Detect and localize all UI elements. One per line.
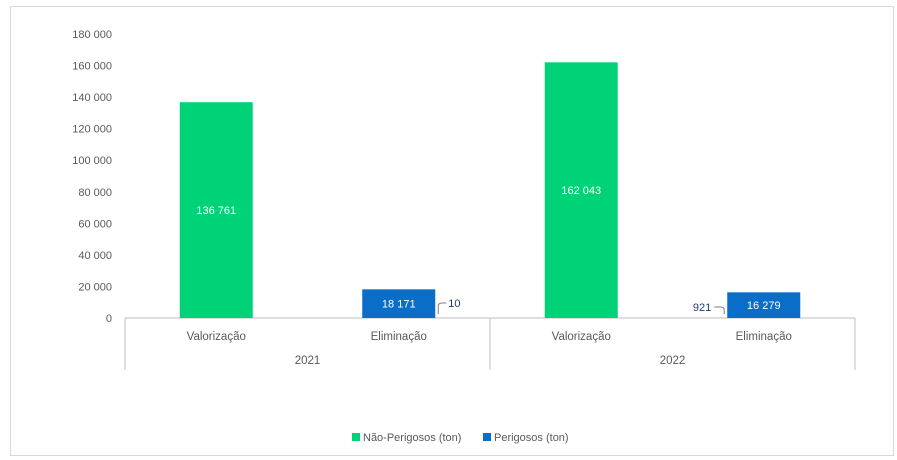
y-tick-label: 80 000 — [78, 187, 112, 199]
y-tick-label: 140 000 — [72, 92, 112, 104]
legend: Não-Perigosos (ton) Perigosos (ton) — [352, 432, 569, 444]
x-group-label: 2022 — [660, 355, 686, 367]
bar — [362, 289, 436, 318]
leader-line — [714, 306, 725, 314]
bar-value-label: 162 043 — [561, 185, 601, 197]
bars: 136 761 18 171 10 162 043 16 279 921 — [179, 62, 801, 319]
bar-value-label: 136 761 — [196, 205, 236, 217]
bar — [727, 292, 801, 318]
x-axis-groups: 2021 2022 — [295, 355, 686, 367]
bar — [179, 102, 253, 319]
chart-frame — [10, 6, 894, 456]
x-category-label: Eliminação — [371, 331, 427, 343]
axes — [124, 317, 856, 370]
legend-swatch-perigosos — [483, 433, 491, 441]
y-tick-label: 120 000 — [72, 124, 112, 136]
y-tick-label: 60 000 — [78, 218, 112, 230]
legend-swatch-nao-perigosos — [352, 433, 360, 441]
x-axis-categories: Valorização Eliminação Valorização Eliminaç… — [187, 331, 792, 343]
x-group-label: 2021 — [295, 355, 321, 367]
bar — [544, 62, 618, 319]
x-category-label: Valorização — [187, 331, 246, 343]
legend-label-perigosos: Perigosos (ton) — [494, 432, 569, 444]
bar-value-label: 16 279 — [747, 300, 781, 312]
y-tick-label: 0 — [106, 313, 112, 325]
y-axis: 0 20 000 40 000 60 000 80 000 100 000 120 000 1… — [72, 29, 112, 325]
small-value-label: 921 — [693, 302, 711, 314]
x-category-label: Eliminação — [736, 331, 792, 343]
small-value-label: 10 — [448, 298, 460, 310]
bar-value-label: 18 171 — [382, 299, 416, 311]
y-tick-label: 180 000 — [72, 29, 112, 41]
legend-label-nao-perigosos: Não-Perigosos (ton) — [363, 432, 461, 444]
y-tick-label: 40 000 — [78, 250, 112, 262]
y-tick-label: 100 000 — [72, 155, 112, 167]
leader-line — [437, 302, 447, 314]
x-category-label: Valorização — [552, 331, 611, 343]
y-tick-label: 20 000 — [78, 281, 112, 293]
y-tick-label: 160 000 — [72, 61, 112, 73]
